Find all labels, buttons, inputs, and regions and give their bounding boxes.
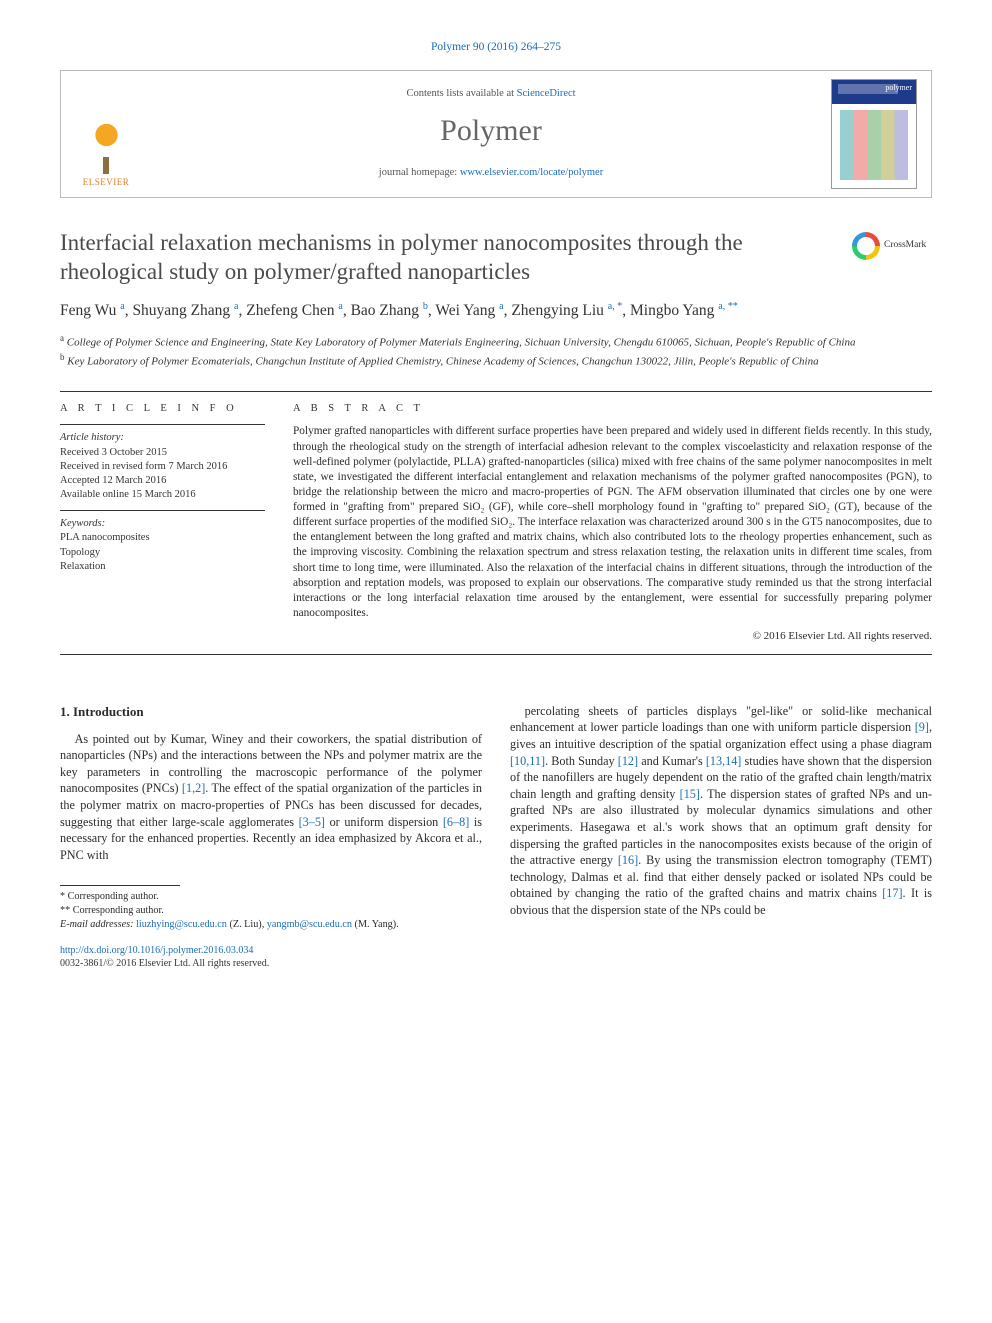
email-line: E-mail addresses: liuzhying@scu.edu.cn (… [60, 918, 482, 932]
keyword: Topology [60, 546, 265, 560]
article-info-heading: A R T I C L E I N F O [60, 402, 265, 416]
issn-copyright: 0032-3861/© 2016 Elsevier Ltd. All right… [60, 958, 269, 969]
journal-cover-thumbnail: polymer [831, 79, 917, 189]
keywords-label: Keywords: [60, 517, 265, 531]
corresponding-note-1: * Corresponding author. [60, 890, 482, 904]
keyword: PLA nanocomposites [60, 531, 265, 545]
history-online: Available online 15 March 2016 [60, 488, 265, 502]
intro-paragraph-1: As pointed out by Kumar, Winey and their… [60, 731, 482, 864]
publisher-name: ELSEVIER [83, 176, 130, 188]
email-label: E-mail addresses: [60, 919, 133, 930]
journal-cover-area: polymer [831, 71, 931, 197]
abstract-text: Polymer grafted nanoparticles with diffe… [293, 424, 932, 621]
header-center: Contents lists available at ScienceDirec… [151, 71, 831, 197]
cover-brand-label: polymer [885, 83, 912, 94]
abstract-heading: A B S T R A C T [293, 402, 932, 416]
affiliation-a-text: College of Polymer Science and Engineeri… [67, 337, 856, 349]
sciencedirect-link[interactable]: ScienceDirect [517, 88, 576, 99]
contents-available-line: Contents lists available at ScienceDirec… [151, 87, 831, 101]
email-link-2[interactable]: yangmb@scu.edu.cn [267, 919, 352, 930]
corresponding-note-2: ** Corresponding author. [60, 904, 482, 918]
keyword: Relaxation [60, 560, 265, 574]
info-rule [60, 424, 265, 425]
history-accepted: Accepted 12 March 2016 [60, 474, 265, 488]
crossmark-badge[interactable]: CrossMark [852, 232, 932, 260]
body-two-column: 1. Introduction As pointed out by Kumar,… [60, 703, 932, 971]
citation-line: Polymer 90 (2016) 264–275 [60, 40, 932, 56]
abstract-column: A B S T R A C T Polymer grafted nanopart… [293, 402, 932, 644]
doi-link[interactable]: http://dx.doi.org/10.1016/j.polymer.2016… [60, 945, 253, 956]
email-link-1[interactable]: liuzhying@scu.edu.cn [136, 919, 227, 930]
email-who-2: (M. Yang). [355, 919, 399, 930]
section-rule [60, 654, 932, 655]
article-title: Interfacial relaxation mechanisms in pol… [60, 228, 838, 287]
contents-prefix: Contents lists available at [406, 88, 516, 99]
affiliations: a College of Polymer Science and Enginee… [60, 332, 932, 369]
journal-name: Polymer [151, 111, 831, 152]
intro-paragraph-2: percolating sheets of particles displays… [510, 703, 932, 919]
footnote-rule [60, 885, 180, 886]
article-info-column: A R T I C L E I N F O Article history: R… [60, 402, 265, 644]
journal-header: ELSEVIER Contents lists available at Sci… [60, 70, 932, 198]
affiliation-b-text: Key Laboratory of Polymer Ecomaterials, … [67, 355, 818, 367]
history-revised: Received in revised form 7 March 2016 [60, 460, 265, 474]
info-rule [60, 510, 265, 511]
abstract-copyright: © 2016 Elsevier Ltd. All rights reserved… [293, 629, 932, 644]
affiliation-b: b Key Laboratory of Polymer Ecomaterials… [60, 351, 932, 370]
section-rule [60, 391, 932, 392]
elsevier-tree-icon [79, 119, 134, 174]
homepage-prefix: journal homepage: [379, 167, 460, 178]
affiliation-a: a College of Polymer Science and Enginee… [60, 332, 932, 351]
page: Polymer 90 (2016) 264–275 ELSEVIER Conte… [0, 0, 992, 1001]
history-label: Article history: [60, 431, 265, 445]
info-abstract-row: A R T I C L E I N F O Article history: R… [60, 402, 932, 644]
history-received: Received 3 October 2015 [60, 446, 265, 460]
crossmark-icon [852, 232, 880, 260]
elsevier-logo: ELSEVIER [71, 111, 141, 189]
page-footer: http://dx.doi.org/10.1016/j.polymer.2016… [60, 944, 482, 971]
journal-homepage-link[interactable]: www.elsevier.com/locate/polymer [460, 167, 603, 178]
cover-art-icon [840, 110, 908, 180]
footnotes: * Corresponding author. ** Corresponding… [60, 885, 482, 931]
title-row: Interfacial relaxation mechanisms in pol… [60, 228, 932, 287]
intro-heading: 1. Introduction [60, 703, 482, 721]
journal-homepage-line: journal homepage: www.elsevier.com/locat… [151, 166, 831, 180]
email-who-1: (Z. Liu), [229, 919, 264, 930]
author-list: Feng Wu a, Shuyang Zhang a, Zhefeng Chen… [60, 300, 932, 322]
publisher-logo-area: ELSEVIER [61, 71, 151, 197]
crossmark-label: CrossMark [884, 239, 926, 252]
